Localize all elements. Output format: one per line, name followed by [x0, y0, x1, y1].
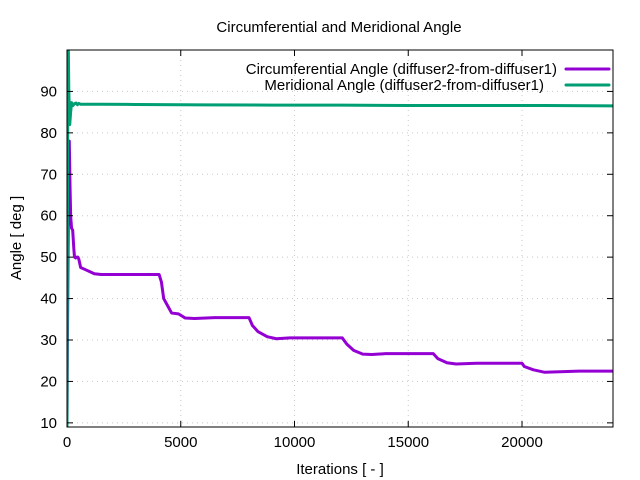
series-layer — [67, 50, 613, 427]
y-tick-label: 30 — [40, 332, 57, 349]
y-tick-label: 70 — [40, 166, 57, 183]
y-tick-label: 20 — [40, 373, 57, 390]
x-tick-label: 0 — [63, 434, 71, 451]
tick-layer: 0 5000 10000 15000 20000 10 20 30 40 50 60 70 80 90 — [40, 50, 613, 451]
x-tick-label: 15000 — [387, 434, 429, 451]
grid-layer — [67, 50, 613, 427]
y-axis-label: Angle [ deg ] — [8, 196, 25, 280]
y-tick-label: 60 — [40, 208, 57, 225]
circumferential-angle-line — [67, 139, 613, 427]
x-tick-label: 10000 — [274, 434, 316, 451]
y-tick-label: 50 — [40, 249, 57, 266]
legend: Circumferential Angle (diffuser2-from-di… — [246, 61, 611, 94]
chart-title: Circumferential and Meridional Angle — [216, 19, 461, 36]
legend-label-meridional: Meridional Angle (diffuser2-from-diffuse… — [264, 77, 544, 94]
x-axis-label: Iterations [ - ] — [296, 461, 384, 478]
x-tick-label: 5000 — [164, 434, 197, 451]
meridional-angle-line — [67, 50, 613, 427]
y-tick-label: 40 — [40, 291, 57, 308]
y-tick-label: 80 — [40, 125, 57, 142]
y-tick-label: 90 — [40, 83, 57, 100]
plot-frame — [66, 49, 614, 428]
legend-label-circumferential: Circumferential Angle (diffuser2-from-di… — [246, 61, 557, 78]
x-tick-label: 20000 — [501, 434, 543, 451]
y-tick-label: 10 — [40, 415, 57, 432]
